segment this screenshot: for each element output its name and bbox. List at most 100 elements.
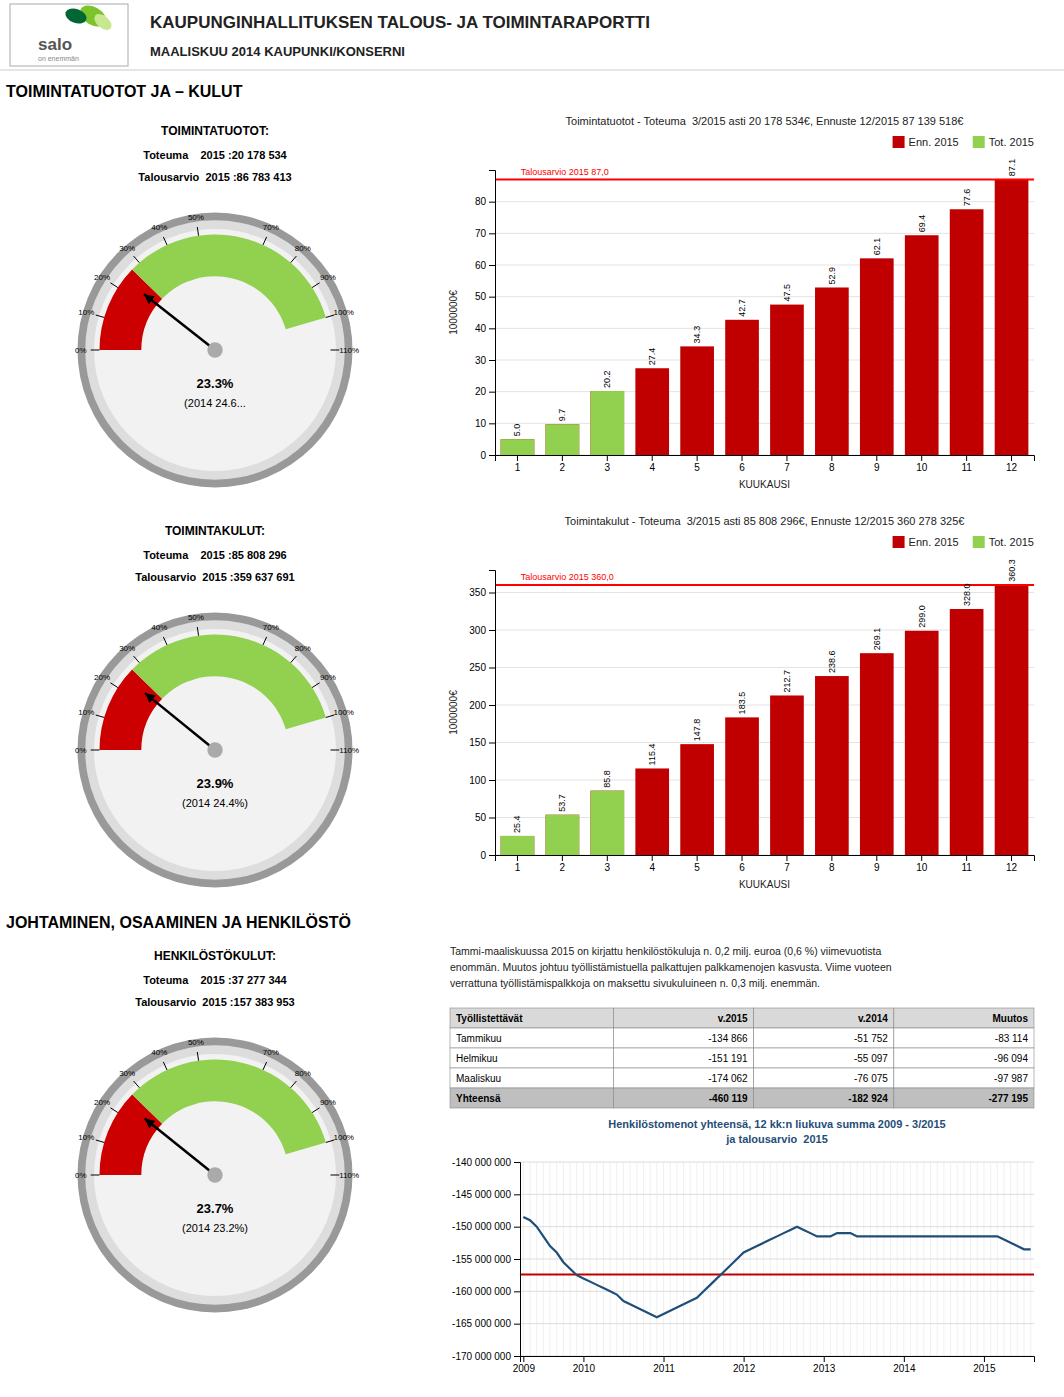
tick-mark: [831, 455, 832, 461]
gauge-tick: [291, 256, 297, 263]
text-block: verrattuna työllistämispalkkoja on makse…: [450, 977, 820, 989]
table-text: -182 924: [848, 1093, 888, 1104]
tick: 2014: [893, 1356, 916, 1374]
tick-mark: [562, 855, 563, 861]
legend-item: Tot. 2015: [973, 136, 1034, 148]
tick-mark: [514, 1227, 520, 1228]
tick: 0: [480, 450, 495, 461]
tick-label: 5: [694, 462, 700, 473]
legend-label: Tot. 2015: [989, 136, 1034, 148]
bar-chart: 01020304050607080123456789101112Talousar…: [448, 115, 1035, 490]
bar: [546, 424, 580, 455]
gauge-pivot: [207, 342, 222, 357]
tick: 10: [475, 418, 495, 429]
page-title: KAUPUNGINHALLITUKSEN TALOUS- JA TOIMINTA…: [150, 13, 650, 32]
gauge-tick: [163, 1062, 167, 1070]
x-axis: 123456789101112: [496, 855, 1035, 873]
tick-mark: [966, 855, 967, 861]
tick: 2013: [813, 1356, 836, 1374]
tick-label: 1: [515, 862, 521, 873]
gauge-ring: [94, 629, 336, 871]
chart-title: ja talousarvio 2015: [725, 1133, 828, 1145]
gauge-tick: [91, 350, 100, 351]
tick-mark: [514, 1259, 520, 1260]
tick: 40: [475, 323, 495, 334]
tick: 20: [475, 386, 495, 397]
gauge-tick-label: 100%: [334, 708, 354, 717]
tick: 7: [784, 455, 790, 473]
tick: 10: [916, 455, 928, 473]
data-label: 53.7: [557, 794, 567, 812]
gauge: 0%10%20%30%40%50%70%80%90%100%110%23.3%(…: [75, 213, 359, 488]
table-text: v.2015: [718, 1013, 748, 1024]
table-text: v.2014: [858, 1013, 888, 1024]
table-cell: [894, 1028, 1034, 1048]
gauge-tick-label: 40%: [151, 623, 167, 632]
bar: [860, 653, 894, 855]
tick: 9: [874, 855, 880, 873]
tick: 4: [649, 855, 655, 873]
tick-label: 6: [739, 862, 745, 873]
gauge-ring: [78, 213, 353, 488]
tick-mark: [697, 455, 698, 461]
gauge: 0%10%20%30%40%50%70%80%90%100%110%23.9%(…: [75, 613, 359, 888]
gauge-tick: [110, 683, 117, 688]
gauge-tick: [134, 1081, 140, 1088]
grid-line: [520, 1226, 1034, 1227]
gauge-value-label: 23.3%: [197, 376, 234, 391]
tick-label: 0: [480, 850, 486, 861]
legend: Enn. 2015Tot. 2015: [893, 136, 1034, 148]
tick-label: 2009: [513, 1363, 536, 1374]
tick: -160 000 000: [452, 1286, 520, 1297]
legend-label: Enn. 2015: [909, 536, 959, 548]
tick-mark: [562, 455, 563, 461]
tick-label: -145 000 000: [452, 1189, 511, 1200]
bar: [905, 235, 939, 455]
tick: -150 000 000: [452, 1221, 520, 1232]
gauge-ring: [94, 229, 336, 471]
tick-mark: [664, 1356, 665, 1362]
bar: [860, 258, 894, 455]
grid-line: [520, 1291, 1034, 1292]
gauge-tick: [96, 315, 104, 317]
gauge-tick-label: 40%: [151, 223, 167, 232]
tick-label: -165 000 000: [452, 1318, 511, 1329]
tick-label: 4: [649, 862, 655, 873]
tick: -140 000 000: [452, 1157, 520, 1168]
tick: 5: [694, 455, 700, 473]
logo-tagline: on enemmän: [38, 55, 79, 62]
data-label: 27.4: [647, 348, 657, 366]
gauge-tick-label: 20%: [94, 673, 110, 682]
data-label: 269.1: [872, 628, 882, 651]
gauge-annotation: Talousarvio 2015 :359 637 691: [135, 571, 294, 583]
tick-mark: [652, 455, 653, 461]
tick-mark: [514, 1356, 520, 1357]
tick-mark: [489, 705, 495, 706]
table-cell: [614, 1028, 754, 1048]
tick-mark: [1011, 855, 1012, 861]
tick-label: 3: [605, 862, 611, 873]
logo-leaf: [91, 11, 114, 33]
bar: [815, 287, 849, 455]
tick-label: -170 000 000: [452, 1351, 511, 1362]
gauge-annotation: Toteuma 2015 :85 808 296: [143, 549, 287, 561]
legend-swatch: [973, 136, 985, 148]
table-cell: [450, 1008, 614, 1028]
gauge-tick: [331, 750, 340, 751]
table-text: Maaliskuu: [456, 1073, 501, 1084]
grid-line: [520, 1323, 1034, 1324]
gauge-tick-label: 0%: [75, 346, 87, 355]
table-text: -97 987: [994, 1073, 1028, 1084]
data-label: 299.0: [917, 605, 927, 628]
gauge-tick: [291, 656, 297, 663]
data-label: 9.7: [557, 409, 567, 422]
gauge-tick: [110, 283, 117, 288]
tick-label: 10: [916, 862, 928, 873]
gauge-annotation: Talousarvio 2015 :157 383 953: [135, 996, 294, 1008]
plot-area: [495, 585, 1034, 855]
plot-area: [495, 179, 1034, 455]
gauge-tick-label: 80%: [295, 244, 311, 253]
budget-line: [495, 584, 1034, 586]
gauge-tick: [331, 350, 340, 351]
tick-label: 8: [829, 462, 835, 473]
